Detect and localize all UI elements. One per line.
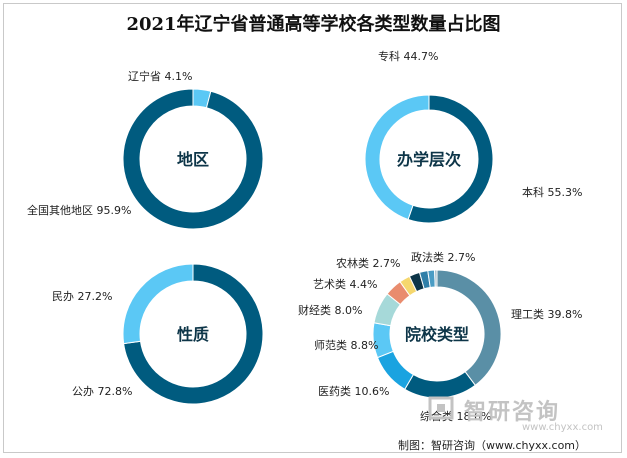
watermark-logo-icon — [428, 396, 454, 420]
chart-frame — [3, 3, 622, 453]
slice-label: 师范类 8.8% — [314, 338, 378, 352]
slice-label: 艺术类 4.4% — [313, 277, 377, 291]
slice-label: 财经类 8.0% — [298, 303, 362, 317]
watermark-url: www.chyxx.com — [522, 422, 603, 433]
slice-label: 公办 72.8% — [72, 385, 132, 398]
slice-label: 医药类 10.6% — [318, 384, 389, 398]
slice-label: 本科 55.3% — [522, 185, 582, 199]
donut-center-label: 性质 — [177, 325, 209, 344]
donut-slice — [122, 88, 264, 230]
donut-chart-3: 公办 72.8% 民办 27.2% 性质 — [52, 263, 264, 405]
chart-title: 2021年辽宁省普通高等学校各类型数量占比图 — [126, 14, 501, 35]
slice-label: 全国其他地区 95.9% — [27, 203, 131, 217]
donut-center-label: 地区 — [177, 150, 209, 169]
watermark-text: 智研咨询 — [464, 400, 561, 425]
donut-chart-4: 理工类 39.8%综合类 18.6%医药类 10.6%师范类 8.8%财经类 8… — [298, 250, 582, 423]
donut-chart-2: 本科 55.3% 专科 44.7% 办学层次 — [364, 49, 582, 224]
source-note: 制图：智研咨询（www.chyxx.com） — [398, 439, 587, 452]
donut-slice — [434, 269, 438, 288]
donut-chart-1: 辽宁省 4.1% 全国其他地区 95.9% 地区 — [27, 69, 264, 230]
donut-slice — [376, 350, 415, 390]
donut-center-label: 办学层次 — [397, 150, 461, 169]
slice-label: 政法类 2.7% — [411, 250, 475, 264]
donut-slice — [364, 94, 430, 221]
donut-slice — [122, 263, 194, 345]
slice-label: 专科 44.7% — [378, 49, 438, 63]
slice-label: 农林类 2.7% — [336, 256, 400, 270]
slice-label: 辽宁省 4.1% — [128, 69, 192, 83]
slice-label: 理工类 39.8% — [511, 307, 582, 321]
donut-center-label: 院校类型 — [405, 325, 469, 344]
donut-slice — [123, 263, 264, 405]
slice-label: 民办 27.2% — [52, 290, 112, 303]
